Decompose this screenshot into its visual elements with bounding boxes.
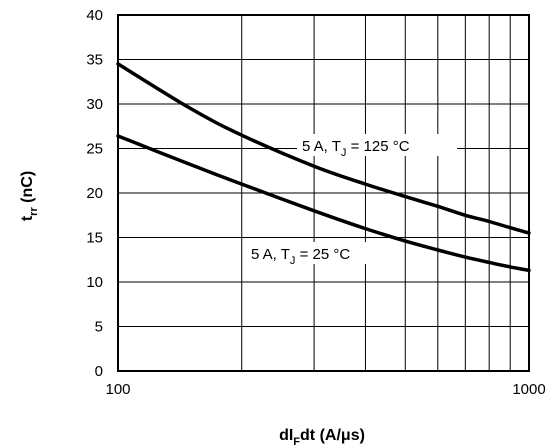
y-axis-title: trr (nC) <box>19 171 40 221</box>
series-line-1 <box>116 134 531 273</box>
grid <box>118 15 529 371</box>
y-tick-label: 40 <box>86 7 103 24</box>
x-tick-label: 1000 <box>512 381 545 398</box>
curves <box>116 62 531 273</box>
y-tick-label: 35 <box>86 52 103 69</box>
series-label-25C: 5 A, TJ = 25 °C <box>248 242 382 267</box>
series-label-125C-text: 5 A, TJ = 125 °C <box>302 138 410 159</box>
series-line-0 <box>116 62 531 235</box>
series-label-25C-text: 5 A, TJ = 25 °C <box>251 246 350 267</box>
y-tick-label: 0 <box>95 363 103 380</box>
series-label-25C-bg <box>248 242 382 264</box>
y-tick-label: 5 <box>95 319 103 336</box>
y-tick-label: 30 <box>86 96 103 113</box>
series-label-125C: 5 A, TJ = 125 °C <box>297 134 457 159</box>
plot-frame <box>117 14 530 372</box>
y-tick-labels: 0 5 10 15 20 25 30 35 40 <box>86 7 103 380</box>
y-tick-label: 15 <box>86 230 103 247</box>
x-tick-labels: 100 1000 <box>105 381 545 398</box>
y-tick-label: 20 <box>86 185 103 202</box>
x-axis-title: dIFdt (A/μs) <box>279 427 365 448</box>
y-tick-label: 10 <box>86 274 103 291</box>
series-label-125C-bg <box>297 134 457 156</box>
x-tick-label: 100 <box>105 381 130 398</box>
y-tick-label: 25 <box>86 141 103 158</box>
